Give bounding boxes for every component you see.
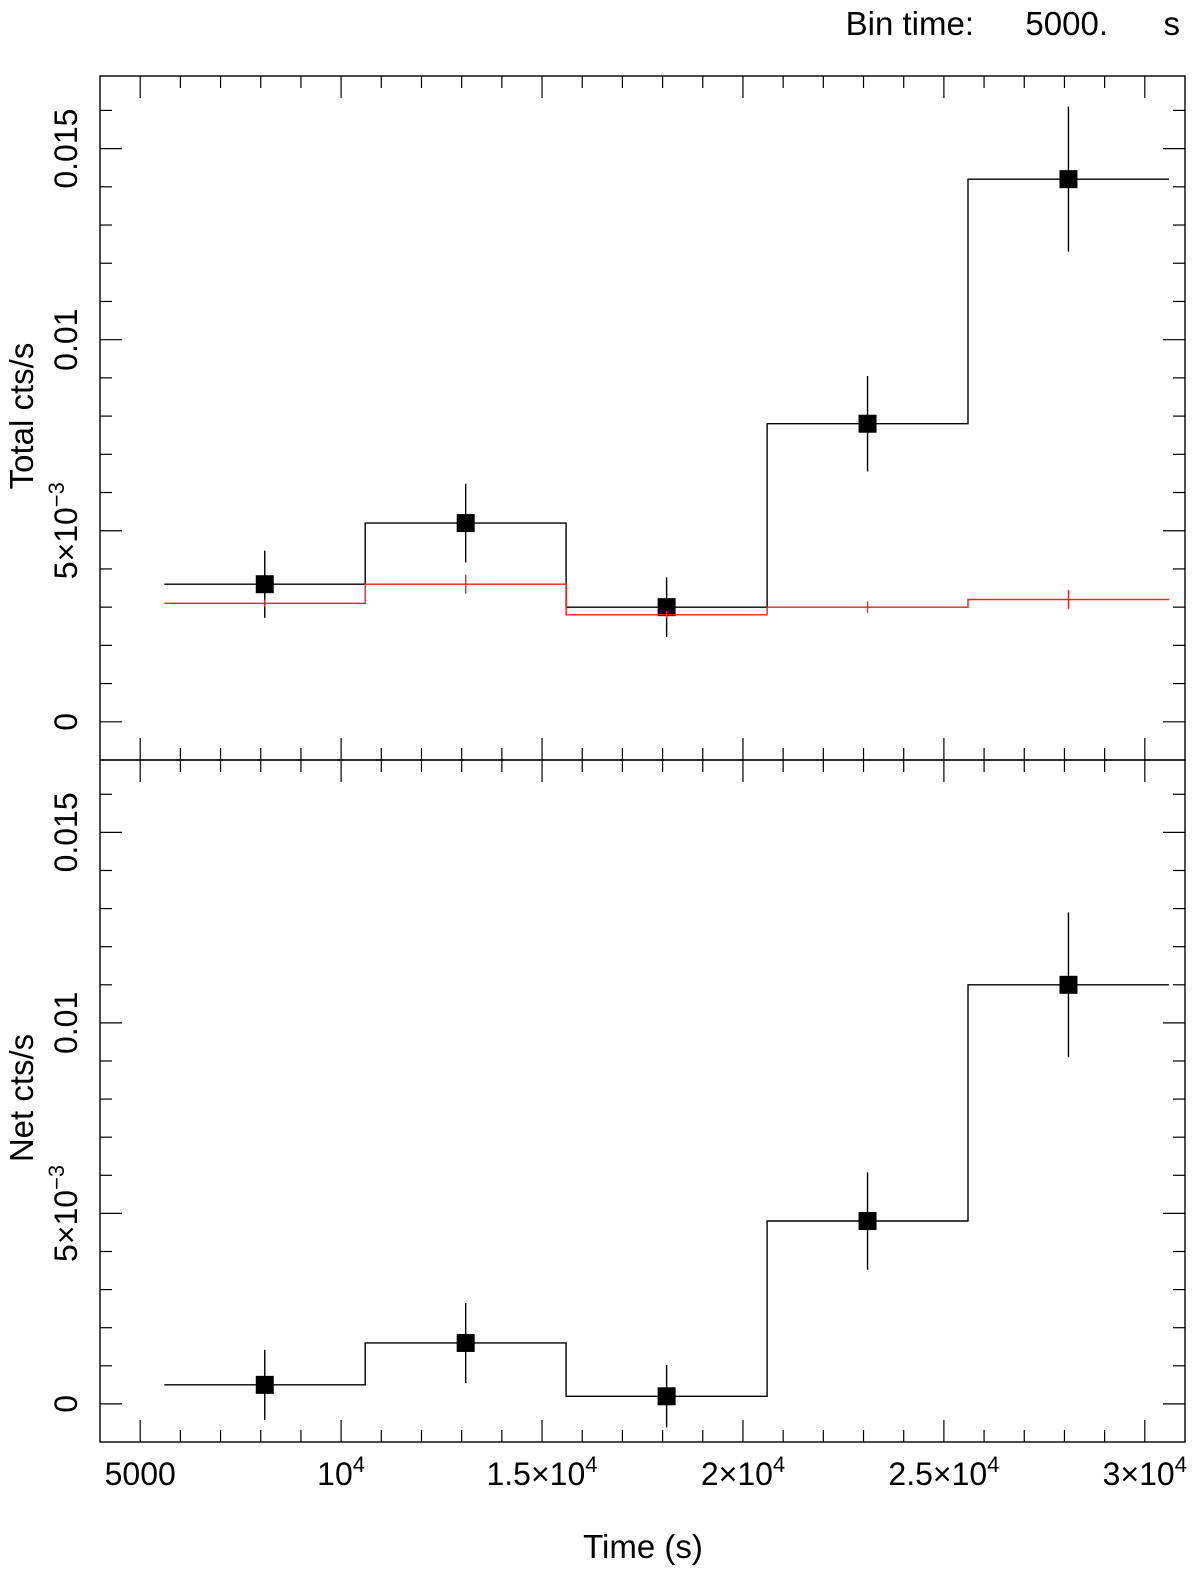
x-tick-exponent: 4	[585, 1452, 597, 1477]
data-point-marker	[255, 575, 274, 594]
data-point-marker	[657, 1387, 676, 1406]
data-point-marker	[456, 514, 475, 533]
total-rate-panel: 0 5×10−3 0.01 0.015	[44, 75, 1186, 761]
y-tick-exponent: −3	[44, 482, 69, 507]
source-step-line	[164, 178, 1169, 608]
y-tick-label: 0	[48, 1395, 84, 1413]
x-tick-label: 1.5×104	[486, 1452, 597, 1492]
y-tick-label: 0.01	[48, 992, 84, 1054]
y-tick-label: 5×10−3	[44, 1165, 84, 1262]
x-tick-exponent: 4	[773, 1452, 785, 1477]
y-tick-exponent: −3	[44, 1165, 69, 1190]
data-point-marker	[858, 414, 877, 433]
x-tick-label: 2×104	[701, 1452, 785, 1492]
x-tick-label: 5000	[105, 1456, 176, 1492]
data-point-marker	[657, 598, 676, 617]
plot-frame	[99, 759, 1186, 1443]
total-rate-axis-label: Total cts/s	[3, 343, 40, 490]
x-tick-label: 3×104	[1103, 1452, 1187, 1492]
y-tick-label: 5×10−3	[44, 482, 84, 579]
data-point-marker	[858, 1212, 877, 1231]
source-step-line	[164, 984, 1169, 1397]
data-point-marker	[255, 1375, 274, 1394]
net-rate-panel: 0 5×10−3 0.01 0.015 5000 104 1.5×104 2×104 2.5×1…	[44, 759, 1187, 1492]
time-axis-label: Time (s)	[583, 1528, 703, 1565]
y-tick-label: 0	[48, 713, 84, 731]
bin-time-label: Bin time:	[846, 5, 974, 42]
x-tick-exponent: 4	[987, 1452, 999, 1477]
x-tick-exponent: 4	[1175, 1452, 1187, 1477]
x-tick-label: 2.5×104	[888, 1452, 999, 1492]
y-tick-label: 0.015	[48, 792, 84, 872]
data-point-marker	[1059, 170, 1078, 189]
y-tick-label: 0.01	[48, 309, 84, 371]
y-tick-label: 0.015	[48, 109, 84, 189]
net-rate-axis-label: Net cts/s	[3, 1034, 40, 1162]
data-point-marker	[1059, 975, 1078, 994]
bin-time-unit: s	[1164, 5, 1181, 42]
x-tick-label: 104	[317, 1452, 365, 1492]
bin-time-value: 5000.	[1025, 5, 1108, 42]
data-point-marker	[456, 1333, 475, 1352]
x-tick-exponent: 4	[353, 1452, 365, 1477]
